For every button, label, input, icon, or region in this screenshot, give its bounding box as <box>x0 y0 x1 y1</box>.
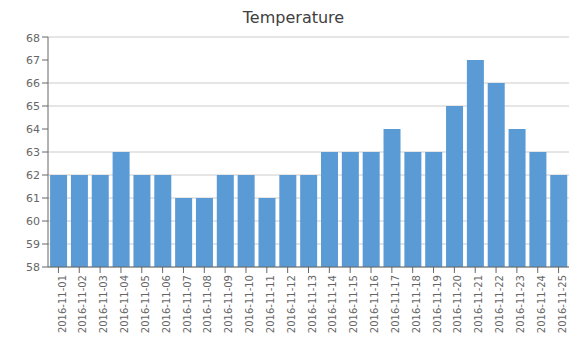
svg-text:2016-11-04: 2016-11-04 <box>119 275 130 333</box>
svg-text:2016-11-24: 2016-11-24 <box>536 275 547 333</box>
svg-text:2016-11-15: 2016-11-15 <box>348 275 359 333</box>
svg-text:58: 58 <box>26 261 40 274</box>
svg-text:2016-11-14: 2016-11-14 <box>327 275 338 333</box>
svg-text:65: 65 <box>26 100 40 113</box>
svg-text:2016-11-03: 2016-11-03 <box>98 275 109 333</box>
svg-text:2016-11-23: 2016-11-23 <box>515 275 526 333</box>
svg-text:2016-11-16: 2016-11-16 <box>369 275 380 333</box>
svg-text:64: 64 <box>26 123 40 136</box>
html-text:Temperature: Temperature <box>242 8 345 27</box>
svg-text:62: 62 <box>26 169 40 182</box>
svg-text:2016-11-19: 2016-11-19 <box>432 275 443 333</box>
svg-text:2016-11-18: 2016-11-18 <box>411 275 422 333</box>
svg-text:2016-11-01: 2016-11-01 <box>57 275 68 333</box>
svg-text:2016-11-06: 2016-11-06 <box>161 275 172 333</box>
svg-text:2016-11-13: 2016-11-13 <box>307 275 318 333</box>
svg-text:2016-11-05: 2016-11-05 <box>140 275 151 333</box>
svg-text:59: 59 <box>26 238 40 251</box>
svg-text:63: 63 <box>26 146 40 159</box>
svg-text:60: 60 <box>26 215 40 228</box>
svg-text:61: 61 <box>26 192 40 205</box>
svg-text:68: 68 <box>26 32 40 45</box>
svg-text:2016-11-20: 2016-11-20 <box>452 275 463 333</box>
svg-text:66: 66 <box>26 77 40 90</box>
svg-text:2016-11-17: 2016-11-17 <box>390 275 401 333</box>
svg-text:2016-11-10: 2016-11-10 <box>244 275 255 333</box>
svg-text:2016-11-12: 2016-11-12 <box>286 275 297 333</box>
svg-text:2016-11-11: 2016-11-11 <box>265 275 276 333</box>
svg-text:67: 67 <box>26 54 40 67</box>
svg-text:2016-11-07: 2016-11-07 <box>182 275 193 333</box>
svg-text:2016-11-21: 2016-11-21 <box>473 275 484 333</box>
svg-text:2016-11-22: 2016-11-22 <box>494 275 505 333</box>
svg-text:2016-11-02: 2016-11-02 <box>77 275 88 333</box>
svg-text:2016-11-25: 2016-11-25 <box>557 275 568 333</box>
svg-text:2016-11-08: 2016-11-08 <box>202 275 213 333</box>
svg-text:2016-11-09: 2016-11-09 <box>223 275 234 333</box>
